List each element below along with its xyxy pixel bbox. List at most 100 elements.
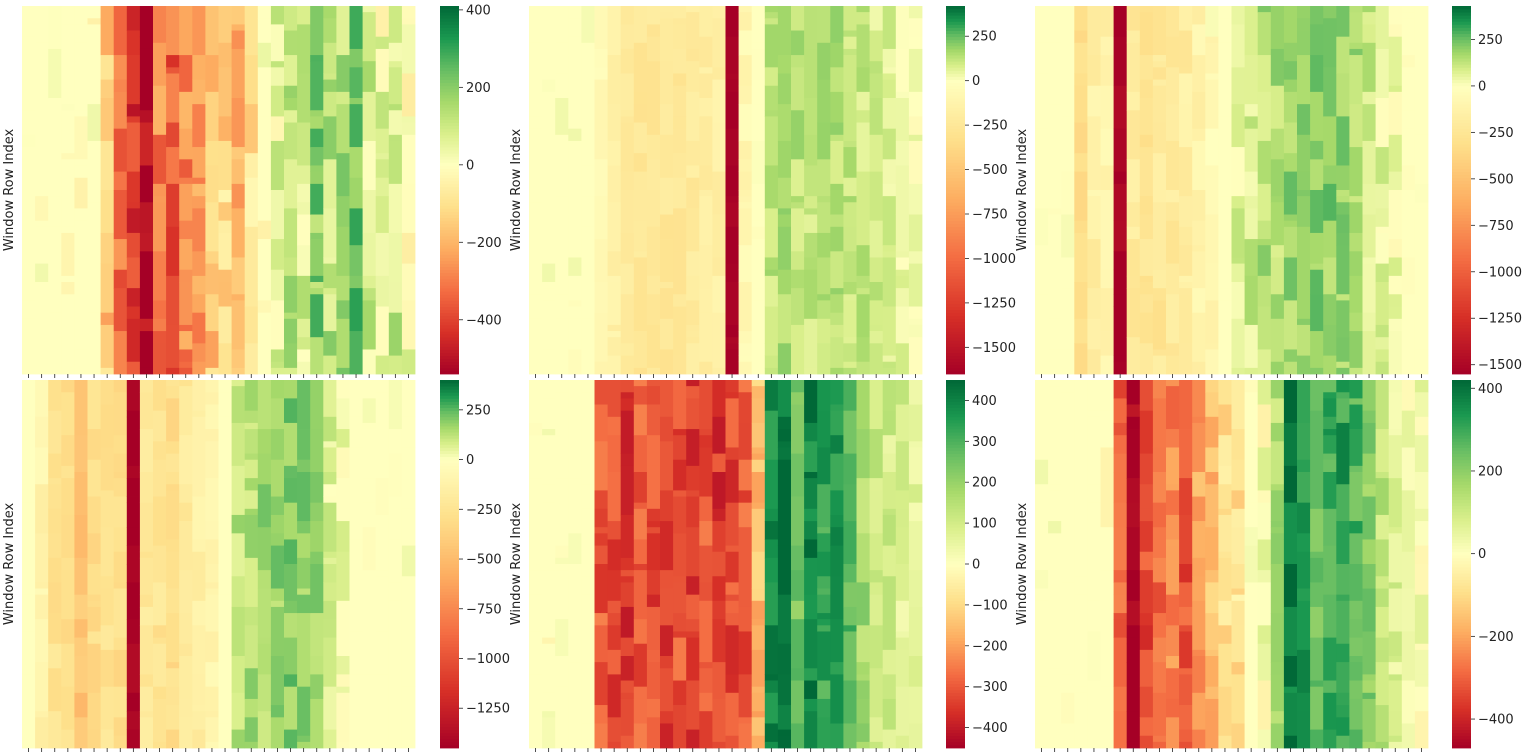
heatmap-cell <box>1166 380 1180 387</box>
heatmap-cell <box>205 380 219 393</box>
heatmap-cell <box>529 674 543 700</box>
heatmap-cell <box>568 478 582 522</box>
heatmap-cell <box>699 6 713 38</box>
colorbar-segment <box>946 220 965 225</box>
colorbar-segment <box>946 303 965 307</box>
colorbar-segment <box>1452 217 1471 222</box>
colorbar-segment <box>440 110 459 114</box>
colorbar-tick-label: −500 <box>466 553 502 568</box>
heatmap-cell <box>1349 656 1363 663</box>
heatmap-cell <box>349 208 363 246</box>
heatmap-cell <box>1336 600 1350 645</box>
heatmap-cell <box>1113 398 1128 424</box>
heatmap-cell <box>1139 196 1154 215</box>
heatmap-cell <box>126 545 141 565</box>
heatmap-cell <box>362 349 377 375</box>
heatmap-cell <box>74 177 88 209</box>
x-axis-ticks <box>28 748 409 752</box>
heatmap-cell <box>126 30 141 56</box>
heatmap-cells <box>22 6 416 375</box>
heatmap-cell <box>218 67 232 117</box>
heatmap-cell <box>594 625 608 663</box>
heatmap-cell <box>113 6 128 56</box>
heatmap-cell <box>686 631 700 638</box>
heatmap-cell <box>1297 55 1311 105</box>
heatmap-cell <box>218 613 232 638</box>
heatmap-cell <box>869 478 884 491</box>
heatmap-cell <box>1375 637 1390 651</box>
heatmap-cell <box>1414 674 1429 688</box>
heatmap-cell <box>166 453 180 473</box>
colorbar-segment <box>440 208 459 212</box>
heatmap-cell <box>310 165 324 172</box>
heatmap-cell <box>270 606 285 657</box>
heatmap-cell <box>817 318 831 344</box>
colorbar-segment <box>1452 251 1471 255</box>
heatmap-cell <box>555 392 569 436</box>
heatmap-cell <box>1035 459 1049 485</box>
heatmap-cell <box>751 288 766 301</box>
heatmap-cell <box>529 318 543 369</box>
heatmap-cell <box>61 478 75 516</box>
heatmap-cell <box>323 208 337 258</box>
heatmap-cell <box>1218 306 1232 344</box>
heatmap-cell <box>388 110 403 136</box>
heatmap-cell <box>375 177 390 197</box>
colorbar-segment <box>1452 456 1471 461</box>
heatmap-cell <box>166 729 180 749</box>
heatmap-cell <box>673 576 687 583</box>
heatmap-cell <box>1061 263 1075 289</box>
heatmap-cell <box>231 294 246 301</box>
colorbar-segment <box>946 12 965 16</box>
colorbar-segment <box>1452 177 1471 182</box>
heatmap-cell <box>336 226 350 277</box>
colorbar-segment <box>946 386 965 390</box>
heatmap-cell <box>738 355 753 363</box>
heatmap-cell <box>529 116 543 130</box>
heatmap-cell <box>751 48 766 80</box>
heatmap-cell <box>375 613 390 620</box>
colorbar-segment <box>946 137 965 142</box>
colorbar-segment <box>440 76 459 80</box>
heatmap-cell <box>323 416 337 442</box>
heatmap-cell <box>1401 6 1416 13</box>
colorbar-segment <box>440 214 459 218</box>
heatmap-cell <box>87 67 101 80</box>
heatmap-cell <box>1100 220 1114 271</box>
colorbar-segment <box>1452 557 1471 562</box>
colorbar-segment <box>440 677 459 681</box>
heatmap-cell <box>646 275 661 295</box>
heatmap-cell <box>817 294 831 301</box>
colorbar-segment <box>440 269 459 274</box>
heatmap-cell <box>1244 55 1259 105</box>
heatmap-cell <box>1362 42 1376 93</box>
heatmap-cell <box>388 453 403 497</box>
heatmap-cell <box>100 447 115 491</box>
heatmap-cell <box>113 478 128 497</box>
heatmap-cell <box>1139 98 1154 136</box>
heatmap-cell <box>594 239 608 283</box>
heatmap-cell <box>764 257 779 271</box>
colorbar-segment <box>440 493 459 497</box>
heatmap-cell <box>1126 637 1141 645</box>
heatmap-cell <box>568 214 582 258</box>
heatmap-cell <box>1179 104 1193 148</box>
colorbar-segment <box>440 45 459 50</box>
heatmap-cell <box>257 282 272 301</box>
heatmap-cell <box>646 24 661 38</box>
heatmap-cell <box>48 361 62 375</box>
heatmap-cell <box>607 251 622 277</box>
heatmap-cell <box>1074 453 1088 497</box>
heatmap-cell <box>542 521 556 528</box>
heatmap-cell <box>179 183 193 222</box>
heatmap-cell <box>699 662 713 669</box>
heatmap-cell <box>153 331 167 344</box>
heatmap-cell <box>1139 484 1154 510</box>
heatmap-cell <box>205 331 219 369</box>
heatmap-cell <box>1257 643 1272 681</box>
heatmap-cell <box>1244 435 1259 448</box>
colorbar-segment <box>440 450 459 454</box>
heatmap-cell <box>1061 380 1075 393</box>
heatmap-cell <box>673 459 687 491</box>
heatmap-cell <box>1152 582 1167 614</box>
